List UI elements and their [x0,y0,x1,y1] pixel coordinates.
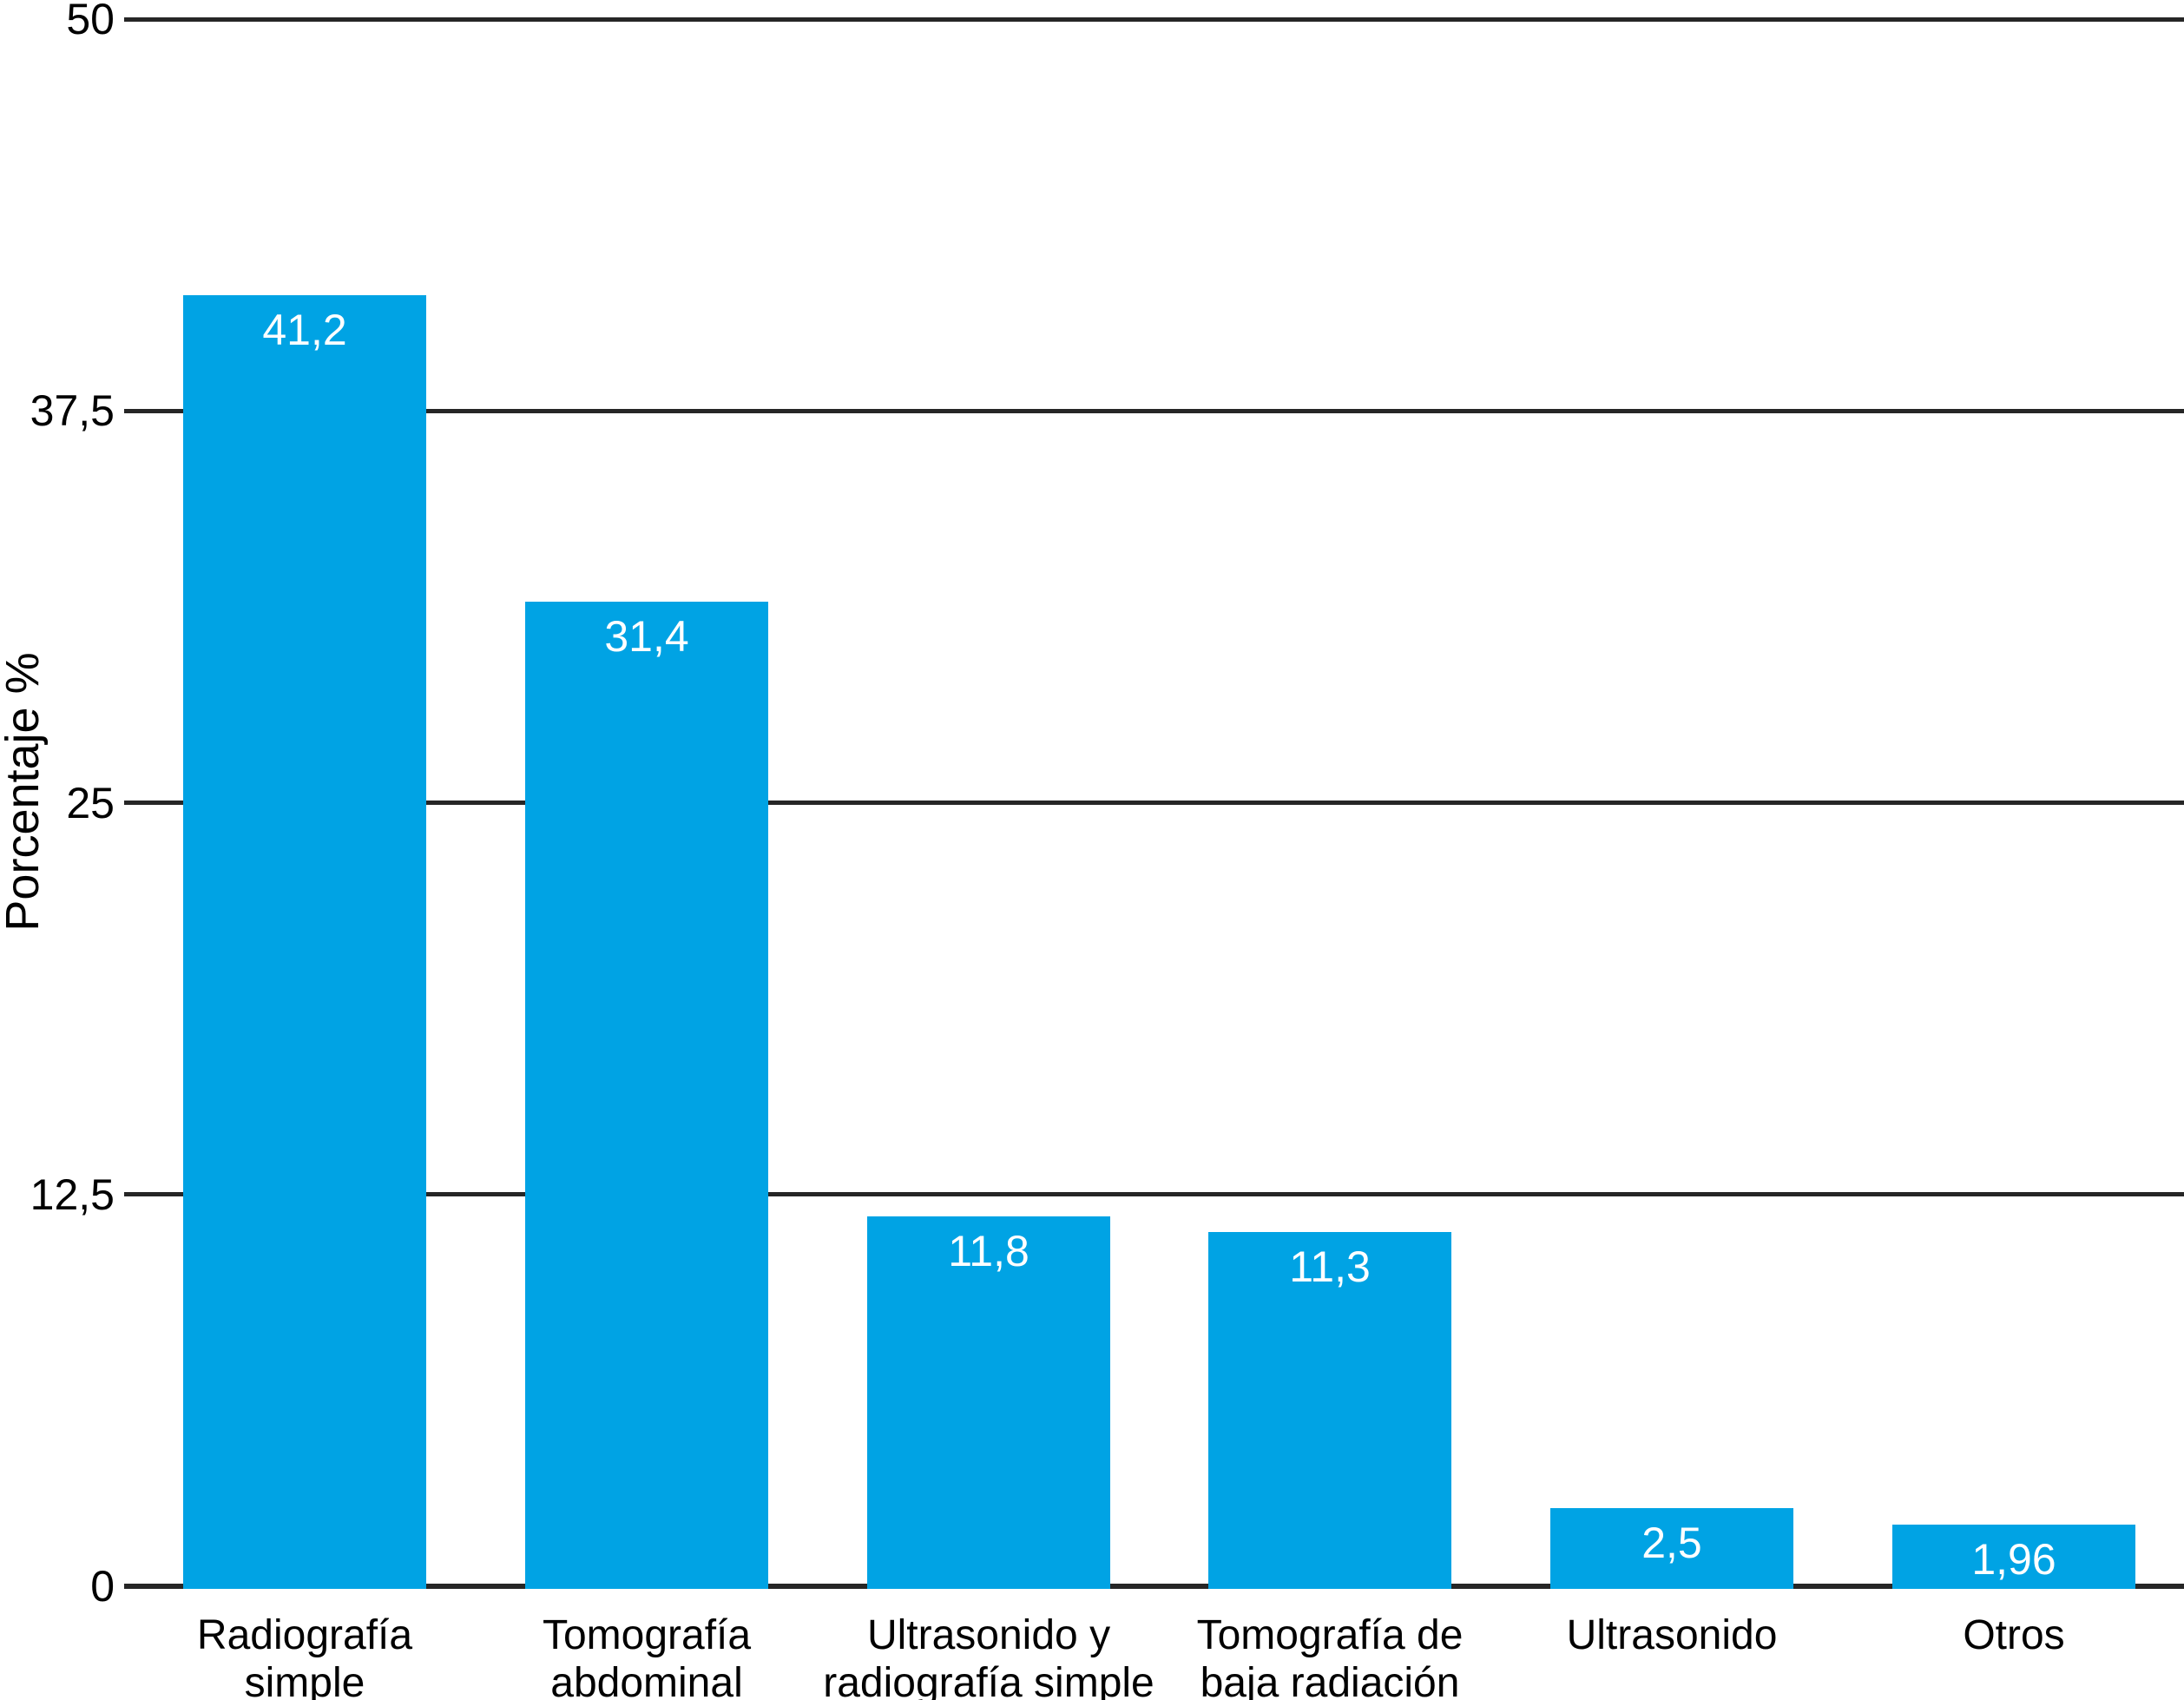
y-axis-title: Porcentaje % [0,652,49,932]
bar [867,1216,1110,1589]
x-category-label-line: abdominal [550,1660,743,1700]
bar-value-label: 31,4 [604,612,689,661]
x-category-label-line: simple [244,1660,365,1700]
y-gridline [124,801,2184,805]
x-category-label-line: baja radiación [1200,1660,1460,1700]
bar-value-label: 1,96 [1971,1535,2056,1584]
bar [1208,1232,1451,1589]
x-category-label-line: Ultrasonido [1566,1612,1778,1658]
x-category-label-line: Radiografía [196,1612,413,1658]
y-tick-label: 25 [66,779,115,827]
x-category-label: Ultrasonido [1481,1611,1863,1659]
x-category-label-line: radiografía simple [823,1660,1154,1700]
bar-value-label: 11,8 [948,1227,1030,1275]
x-category-label-line: Tomografía [542,1612,752,1658]
y-gridline [124,1192,2184,1196]
bar-value-label: 11,3 [1289,1242,1371,1291]
y-gridline [124,409,2184,413]
bar [1892,1525,2135,1589]
y-gridline [124,17,2184,22]
bar [1550,1508,1793,1589]
x-category-label-line: Otros [1963,1612,2065,1658]
y-tick-label: 37,5 [30,386,115,435]
bar [525,602,768,1589]
y-tick-label: 0 [90,1562,115,1611]
y-tick-label: 50 [66,0,115,43]
y-tick-label: 12,5 [30,1170,115,1219]
x-category-label: Tomografía abdominal [456,1611,838,1700]
x-category-label: Radiografía simple [114,1611,496,1700]
x-category-label: Ultrasonido y radiografía simple [798,1611,1180,1700]
x-category-label-line: Ultrasonido y [866,1612,1111,1658]
bar-value-label: 2,5 [1641,1519,1702,1567]
bar-value-label: 41,2 [262,306,347,354]
x-category-label-line: Tomografía de [1196,1612,1464,1658]
x-category-label: Tomografía de baja radiación [1139,1611,1521,1700]
x-axis-line [124,1584,2184,1589]
bar [183,295,426,1589]
x-category-label: Otros [1823,1611,2184,1659]
